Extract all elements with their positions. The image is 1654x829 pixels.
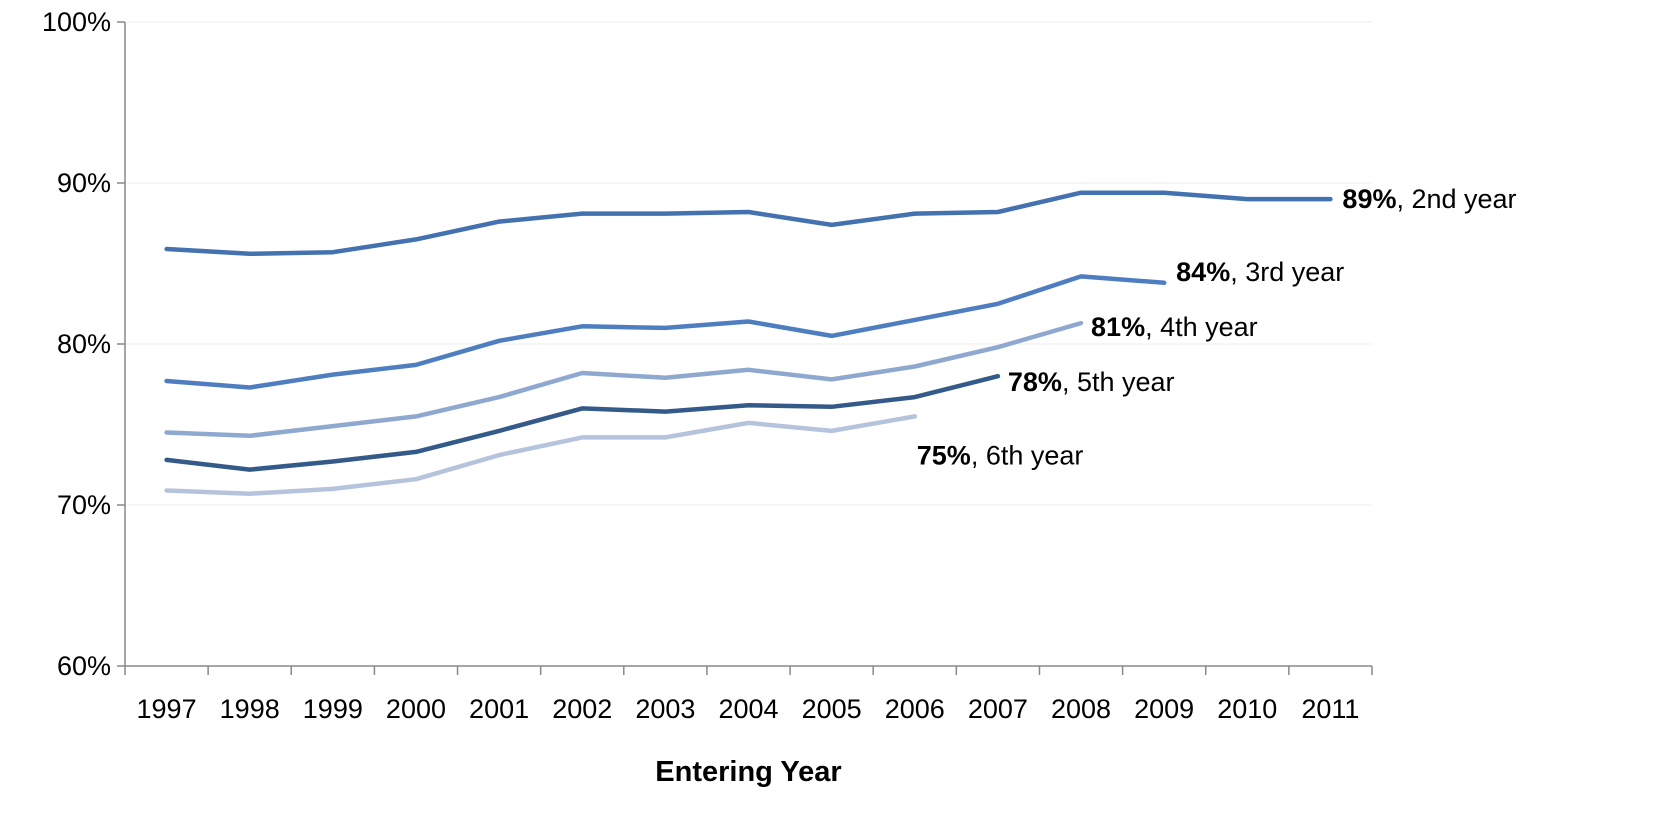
series-end-label: 81%, 4th year xyxy=(1091,312,1258,342)
x-tick-label: 1997 xyxy=(137,694,197,724)
x-axis-title: Entering Year xyxy=(655,756,841,788)
x-tick-label: 2001 xyxy=(469,694,529,724)
series-end-label: 75%, 6th year xyxy=(917,440,1084,470)
x-tick-label: 2003 xyxy=(635,694,695,724)
series-line xyxy=(164,320,1084,439)
series-end-value: 75% xyxy=(917,440,971,470)
series-end-label: 89%, 2nd year xyxy=(1342,184,1516,214)
series-end-value: 84% xyxy=(1176,257,1230,287)
series-end-text: , 4th year xyxy=(1145,312,1258,342)
x-tick-label: 2007 xyxy=(968,694,1028,724)
x-axis-ticks: 1997 1998 1999 2000 2001 2002 2003 2004 2005 2006… xyxy=(124,666,1373,724)
x-tick-label: 2002 xyxy=(552,694,612,724)
series-end-text: , 5th year xyxy=(1062,367,1175,397)
x-tick-label: 2006 xyxy=(885,694,945,724)
series-end-text: , 2nd year xyxy=(1396,184,1516,214)
series-line xyxy=(164,373,1001,472)
series-end-text: , 6th year xyxy=(971,440,1084,470)
x-tick-label: 2011 xyxy=(1301,694,1359,724)
series-end-value: 81% xyxy=(1091,312,1145,342)
series-end-text: , 3rd year xyxy=(1230,257,1344,287)
x-tick-label: 2005 xyxy=(802,694,862,724)
x-tick-label: 2000 xyxy=(386,694,446,724)
y-tick-label: 100% xyxy=(42,7,111,37)
x-tick-label: 2009 xyxy=(1134,694,1194,724)
series-end-value: 89% xyxy=(1342,184,1396,214)
x-tick-label: 2008 xyxy=(1051,694,1111,724)
x-tick-label: 1999 xyxy=(303,694,363,724)
x-tick-label: 2010 xyxy=(1217,694,1277,724)
y-tick-label: 90% xyxy=(57,168,111,198)
series-end-label: 84%, 3rd year xyxy=(1176,257,1344,287)
series-line xyxy=(164,274,1167,390)
y-tick-label: 70% xyxy=(57,490,111,520)
gridlines xyxy=(125,21,1372,506)
series-lines xyxy=(164,190,1333,496)
y-axis-ticks: 60% 70% 80% 90% 100% xyxy=(42,7,125,681)
series-line xyxy=(164,190,1333,257)
y-tick-label: 80% xyxy=(57,329,111,359)
series-labels: 89%, 2nd year 84%, 3rd year 81%, 4th year 7… xyxy=(917,184,1517,470)
x-tick-label: 2004 xyxy=(718,694,778,724)
series-end-value: 78% xyxy=(1008,367,1062,397)
series-line xyxy=(164,414,918,496)
series-end-label: 78%, 5th year xyxy=(1008,367,1175,397)
y-tick-label: 60% xyxy=(57,651,111,681)
x-tick-label: 1998 xyxy=(220,694,280,724)
